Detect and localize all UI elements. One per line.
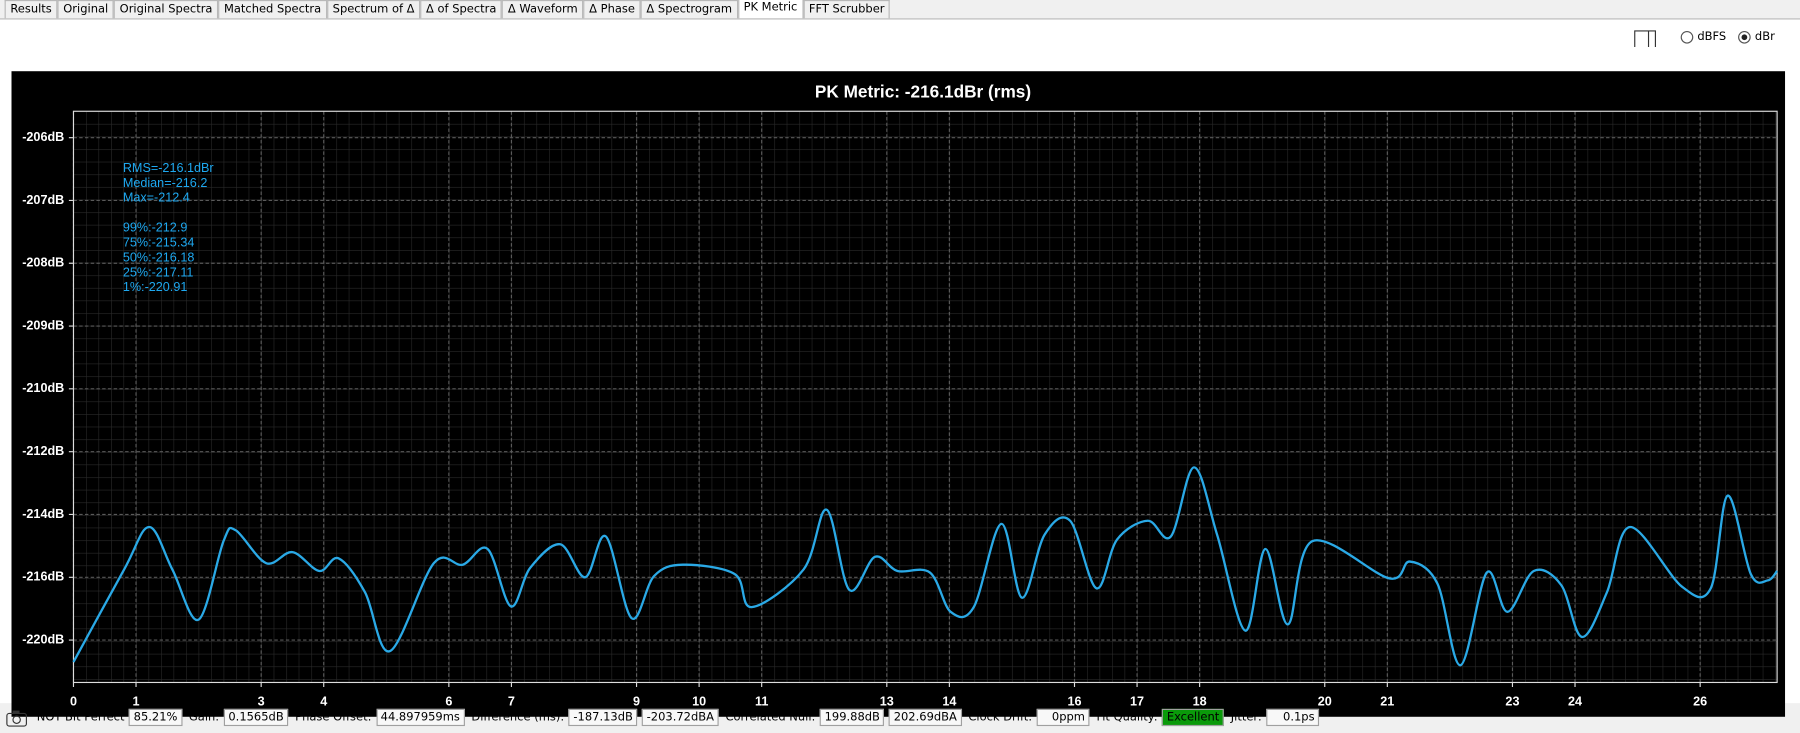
y-tick-label: -207dB xyxy=(22,193,64,207)
y-tick-label: -214dB xyxy=(22,507,64,521)
x-tick-label: 23 xyxy=(1505,694,1519,708)
tab-strip: Results Original Original Spectra Matched S… xyxy=(4,0,891,19)
status-item: Difference (ms): -187.13dB -203.72dBA xyxy=(471,708,719,727)
status-label: Jitter: xyxy=(1230,711,1262,724)
radio-label: dBFS xyxy=(1697,30,1727,44)
camera-icon[interactable] xyxy=(5,707,30,728)
x-tick-label: 21 xyxy=(1380,694,1394,708)
radio-button[interactable] xyxy=(1680,30,1693,44)
status-value: 0.1565dB xyxy=(223,708,289,727)
status-value: -187.13dB xyxy=(568,708,638,727)
status-value: -203.72dBA xyxy=(642,708,719,727)
percentile-annotation: 99%:-212.9 xyxy=(123,221,188,235)
status-item: Fit Quality: Excellent xyxy=(1096,708,1224,727)
x-tick-label: 1 xyxy=(133,694,140,708)
status-value: 0.1ps xyxy=(1266,708,1320,727)
tab[interactable]: Spectrum of Δ xyxy=(326,0,421,19)
status-value: Excellent xyxy=(1162,708,1224,727)
x-tick-label: 13 xyxy=(880,694,894,708)
percentile-annotation: 75%:-215.34 xyxy=(123,235,195,249)
percentile-annotation: 50%:-216.18 xyxy=(123,250,195,264)
tab[interactable]: Results xyxy=(4,0,58,19)
icon[interactable] xyxy=(1632,29,1660,50)
y-tick-label: -212dB xyxy=(22,444,64,458)
tab[interactable]: Original xyxy=(57,0,114,19)
status-item: Jitter: 0.1ps xyxy=(1230,708,1320,727)
x-tick-label: 20 xyxy=(1318,694,1332,708)
radio-button[interactable] xyxy=(1737,30,1751,44)
status-item: NOT Bit Perfect 85.21% xyxy=(36,708,183,727)
percentile-annotation: 25%:-217.11 xyxy=(123,265,194,279)
series-line xyxy=(72,466,1778,667)
status-label: Clock Drift: xyxy=(968,711,1033,724)
panel: dBFS dBr PK Metric: -216.1dBr (rms) -206d… xyxy=(0,18,1800,717)
y-tick-label: -210dB xyxy=(22,381,64,395)
status-label: Gain: xyxy=(188,711,220,724)
y-tick-label: -208dB xyxy=(22,256,64,270)
x-tick-label: 7 xyxy=(508,694,515,708)
stat-annotation: RMS=-216.1dBr xyxy=(123,161,214,175)
x-tick-label: 17 xyxy=(1130,694,1144,708)
x-tick-label: 3 xyxy=(258,694,265,708)
x-tick-label: 24 xyxy=(1568,694,1582,708)
tab[interactable]: Δ Spectrogram xyxy=(640,0,738,19)
plot-frame xyxy=(72,110,1778,684)
status-value: 199.88dB xyxy=(819,708,885,727)
percentile-annotation: 1%:-220.91 xyxy=(123,280,188,294)
status-item: Clock Drift: 0ppm xyxy=(968,708,1090,727)
y-tick-label: -206dB xyxy=(22,130,64,144)
status-value: 85.21% xyxy=(129,708,183,727)
status-label: NOT Bit Perfect xyxy=(36,711,125,724)
tab[interactable]: Original Spectra xyxy=(113,0,219,19)
y-tick-label: -220dB xyxy=(22,632,64,646)
status-value: 0ppm xyxy=(1036,708,1090,727)
status-item: Correlated Null: 199.88dB 202.69dBA xyxy=(725,708,962,727)
x-tick-label: 26 xyxy=(1693,694,1707,708)
status-label: Fit Quality: xyxy=(1096,711,1158,724)
radio-option[interactable]: dBr xyxy=(1737,30,1775,44)
radio-group: dBFS dBr xyxy=(1680,30,1775,44)
x-tick-label: 10 xyxy=(692,694,706,708)
minor-grid xyxy=(73,111,1778,683)
status-label: Difference (ms): xyxy=(471,711,565,724)
radio-option[interactable]: dBFS xyxy=(1680,30,1727,44)
stat-annotation: Median=-216.2 xyxy=(123,176,208,190)
x-tick-label: 0 xyxy=(70,694,77,708)
status-item: Gain: 0.1565dB xyxy=(188,708,289,727)
chart: PK Metric: -216.1dBr (rms) -206dB -207dB -… xyxy=(11,71,1786,717)
x-tick-label: 9 xyxy=(633,694,640,708)
y-tick-label: -216dB xyxy=(22,570,64,584)
chart-title: PK Metric: -216.1dBr (rms) xyxy=(815,81,1031,101)
x-tick-label: 6 xyxy=(445,694,452,708)
tab[interactable]: FFT Scrubber xyxy=(803,0,891,19)
status-value: 202.69dBA xyxy=(889,708,962,727)
x-tick-label: 4 xyxy=(320,694,327,708)
status-bar: NOT Bit Perfect 85.21% Gain: 0.1565dB Phase … xyxy=(0,702,1800,733)
tab[interactable]: PK Metric xyxy=(737,0,804,19)
tab[interactable]: Δ of Spectra xyxy=(420,0,503,19)
stat-annotation: Max=-212.4 xyxy=(123,191,190,205)
y-tick-label: -209dB xyxy=(22,318,64,332)
status-label: Phase Offset: xyxy=(295,711,372,724)
x-tick-label: 16 xyxy=(1067,694,1081,708)
tab[interactable]: Matched Spectra xyxy=(218,0,327,19)
x-tick-label: 14 xyxy=(942,694,956,708)
radio-label: dBr xyxy=(1754,30,1775,44)
x-tick-label: 11 xyxy=(755,694,768,708)
status-label: Correlated Null: xyxy=(725,711,816,724)
x-tick-label: 18 xyxy=(1193,694,1207,708)
tab[interactable]: Δ Waveform xyxy=(502,0,584,19)
tab[interactable]: Δ Phase xyxy=(583,0,641,19)
status-value: 44.897959ms xyxy=(376,708,465,727)
status-item: Phase Offset: 44.897959ms xyxy=(295,708,465,727)
